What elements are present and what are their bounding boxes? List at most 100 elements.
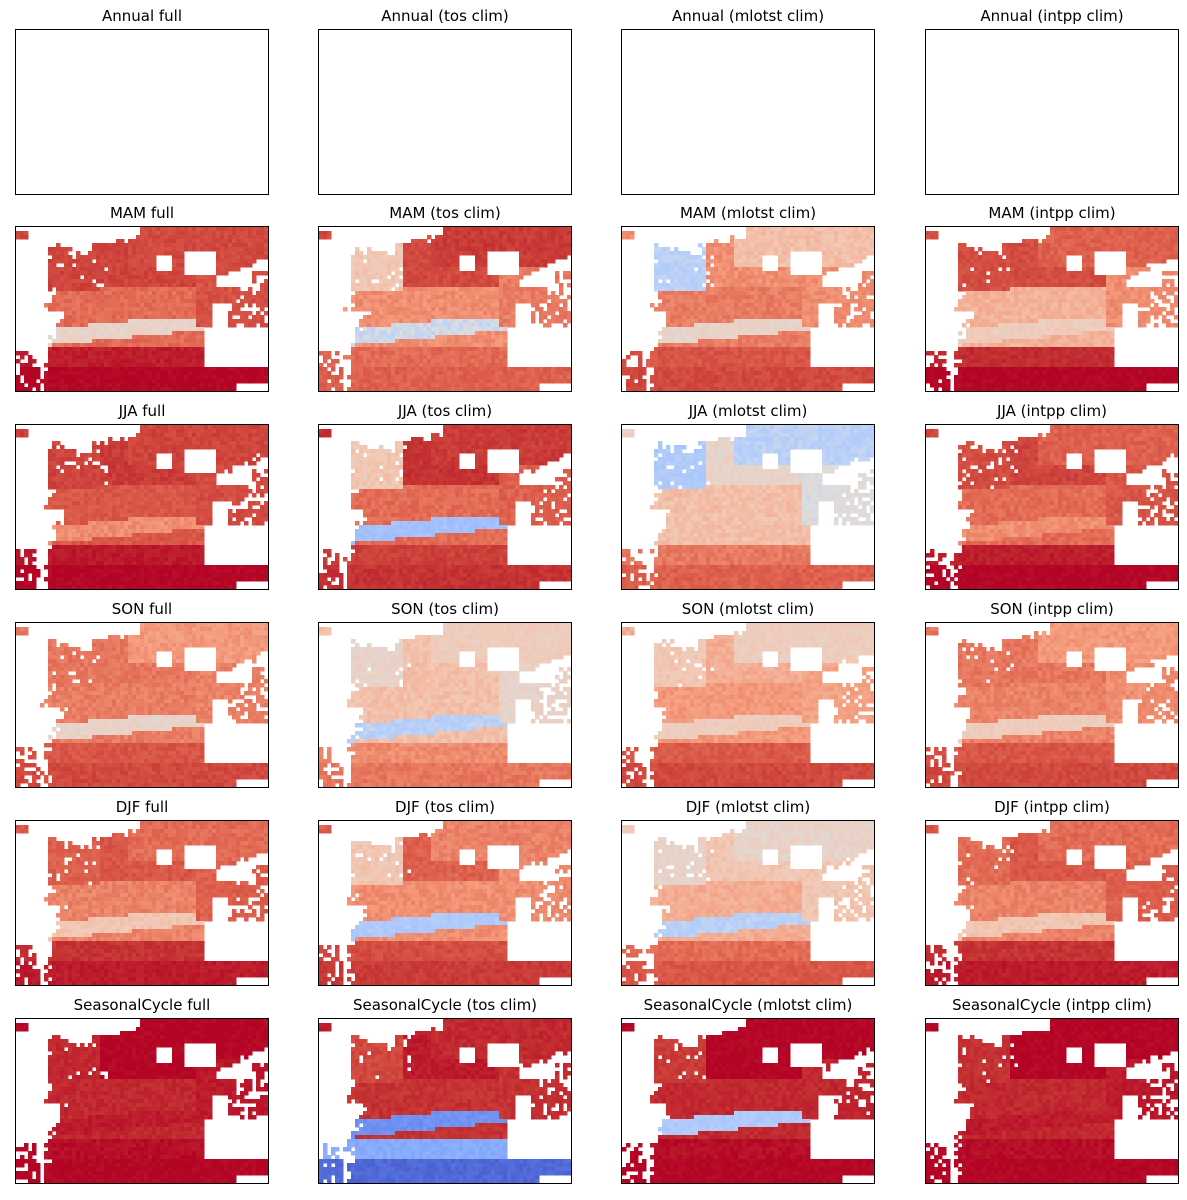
- heatmap-cell: [447, 271, 452, 276]
- heatmap-cell: [870, 319, 874, 324]
- heatmap-cell: [523, 375, 528, 380]
- heatmap-cell: [762, 291, 767, 296]
- heatmap-cell: [331, 359, 336, 364]
- heatmap-cell: [718, 291, 723, 296]
- heatmap-cell: [714, 251, 719, 256]
- heatmap-cell: [766, 347, 771, 352]
- heatmap-cell: [854, 239, 859, 244]
- heatmap-cell: [371, 315, 376, 320]
- heatmap-cell: [487, 383, 492, 388]
- heatmap-cell: [806, 335, 811, 340]
- heatmap-cell: [240, 263, 245, 268]
- heatmap-cell: [758, 279, 763, 284]
- heatmap-cell: [96, 359, 101, 364]
- heatmap-cell: [120, 263, 125, 268]
- heatmap-cell: [136, 335, 141, 340]
- heatmap-cell: [136, 383, 141, 388]
- heatmap-cell: [451, 343, 456, 348]
- heatmap-cell: [136, 235, 141, 240]
- heatmap-cell: [228, 255, 233, 260]
- heatmap-cell: [774, 311, 779, 316]
- heatmap-cell: [471, 363, 476, 368]
- heatmap-cell: [854, 235, 859, 240]
- heatmap-cell: [415, 295, 420, 300]
- heatmap-cell: [455, 283, 460, 288]
- heatmap-cell: [479, 379, 484, 384]
- heatmap-cell: [399, 251, 404, 256]
- heatmap-cell: [403, 359, 408, 364]
- heatmap-cell: [148, 267, 153, 272]
- heatmap-cell: [156, 295, 161, 300]
- heatmap-cell: [698, 339, 703, 344]
- heatmap-cell: [443, 283, 448, 288]
- heatmap-cell: [148, 307, 153, 312]
- heatmap-cell: [706, 267, 711, 272]
- heatmap-cell: [734, 307, 739, 312]
- heatmap-cell: [236, 231, 241, 236]
- heatmap-cell: [738, 335, 743, 340]
- heatmap-cell: [535, 231, 540, 236]
- heatmap-cell: [435, 343, 440, 348]
- heatmap-cell: [176, 327, 181, 332]
- heatmap-cell: [156, 327, 161, 332]
- heatmap-cell: [511, 299, 516, 304]
- heatmap-cell: [730, 267, 735, 272]
- heatmap-cell: [487, 375, 492, 380]
- heatmap-cell: [383, 251, 388, 256]
- heatmap-cell: [32, 375, 37, 380]
- heatmap-cell: [168, 287, 173, 292]
- heatmap-cell: [810, 295, 815, 300]
- heatmap-cell: [762, 279, 767, 284]
- heatmap-cell: [722, 311, 727, 316]
- heatmap-cell: [184, 383, 189, 388]
- heatmap-cell: [471, 271, 476, 276]
- heatmap-cell: [838, 255, 843, 260]
- heatmap-cell: [168, 331, 173, 336]
- heatmap-cell: [383, 283, 388, 288]
- heatmap-cell: [658, 267, 663, 272]
- heatmap-cell: [128, 287, 133, 292]
- heatmap-cell: [180, 311, 185, 316]
- heatmap-cell: [120, 279, 125, 284]
- heatmap-cell: [742, 335, 747, 340]
- heatmap-cell: [204, 299, 209, 304]
- heatmap-cell: [678, 311, 683, 316]
- heatmap-cell: [471, 383, 476, 388]
- heatmap-cell: [64, 291, 69, 296]
- heatmap-cell: [702, 339, 707, 344]
- heatmap-cell: [427, 379, 432, 384]
- heatmap-cell: [355, 335, 360, 340]
- heatmap-cell: [52, 339, 57, 344]
- heatmap-cell: [806, 287, 811, 292]
- heatmap-cell: [248, 367, 253, 372]
- heatmap-cell: [252, 227, 257, 232]
- heatmap-cell: [240, 367, 245, 372]
- heatmap-cell: [511, 231, 516, 236]
- heatmap-cell: [451, 287, 456, 292]
- heatmap-cell: [786, 303, 791, 308]
- heatmap-cell: [427, 355, 432, 360]
- heatmap-cell: [244, 375, 249, 380]
- heatmap-cell: [96, 311, 101, 316]
- heatmap-cell: [92, 319, 97, 324]
- heatmap-cell: [559, 375, 564, 380]
- heatmap-cell: [698, 335, 703, 340]
- heatmap-cell: [72, 339, 77, 344]
- heatmap-cell: [371, 371, 376, 376]
- heatmap-cell: [415, 275, 420, 280]
- heatmap-cell: [519, 267, 524, 272]
- heatmap-cell: [403, 335, 408, 340]
- heatmap-cell: [427, 323, 432, 328]
- heatmap-cell: [236, 239, 241, 244]
- heatmap-cell: [515, 371, 520, 376]
- heatmap-cell: [690, 279, 695, 284]
- heatmap-cell: [387, 359, 392, 364]
- heatmap-cell: [120, 239, 125, 244]
- heatmap-cell: [519, 275, 524, 280]
- heatmap-cell: [459, 299, 464, 304]
- heatmap-cell: [180, 299, 185, 304]
- heatmap-cell: [240, 371, 245, 376]
- heatmap-cell: [100, 303, 105, 308]
- heatmap-cell: [483, 275, 488, 280]
- heatmap-cell: [511, 283, 516, 288]
